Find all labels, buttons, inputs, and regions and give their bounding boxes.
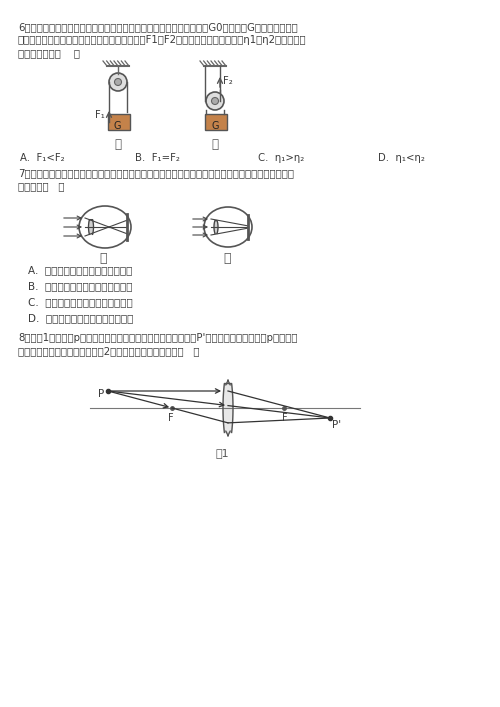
- Text: C.  乙为近视眼，可佩戴凸透镜矫正: C. 乙为近视眼，可佩戴凸透镜矫正: [28, 297, 133, 307]
- Text: A.  甲为近视眼，可佩戴凹透镜矫正: A. 甲为近视眼，可佩戴凹透镜矫正: [28, 265, 132, 275]
- Text: G: G: [211, 121, 218, 131]
- Text: A.  F₁<F₂: A. F₁<F₂: [20, 153, 64, 163]
- Text: G: G: [114, 121, 122, 131]
- Text: 经过凸透镜后的传播路径，在图2的四种表示中，正确的是（   ）: 经过凸透镜后的传播路径，在图2的四种表示中，正确的是（ ）: [18, 346, 200, 356]
- Bar: [205, 114, 227, 130]
- Text: C.  η₁>η₂: C. η₁>η₂: [258, 153, 304, 163]
- Text: 两个物体匀速提升相同的高度，所用拉力分别为F1、F2，它们的机械效率分别为η1、η2，则下列关: 两个物体匀速提升相同的高度，所用拉力分别为F1、F2，它们的机械效率分别为η1、…: [18, 35, 306, 45]
- Circle shape: [212, 98, 218, 105]
- Circle shape: [206, 92, 224, 110]
- Text: 7、人眼的晶状体和角膜的共同作用相当于凸透镜，如图中关于近视眼与远视眼的成因及矫正的说法中: 7、人眼的晶状体和角膜的共同作用相当于凸透镜，如图中关于近视眼与远视眼的成因及矫…: [18, 168, 294, 178]
- Text: F₁: F₁: [95, 110, 105, 120]
- Text: B.  甲为远视眼，可佩戴凸透镜矫正: B. 甲为远视眼，可佩戴凸透镜矫正: [28, 281, 132, 291]
- Text: D.  乙为近视眼，可佩戴凹透镜矫正: D. 乙为近视眼，可佩戴凹透镜矫正: [28, 313, 134, 323]
- Text: 正确的是（   ）: 正确的是（ ）: [18, 181, 64, 191]
- Text: D.  η₁<η₂: D. η₁<η₂: [378, 153, 425, 163]
- Polygon shape: [88, 220, 94, 234]
- Text: P: P: [98, 389, 104, 399]
- Text: 乙: 乙: [211, 138, 218, 151]
- Polygon shape: [223, 383, 233, 433]
- Polygon shape: [214, 221, 218, 233]
- Text: 甲: 甲: [114, 138, 121, 151]
- Text: 甲: 甲: [99, 252, 106, 265]
- Text: F: F: [168, 413, 173, 423]
- Bar: [108, 114, 130, 130]
- Circle shape: [109, 73, 127, 91]
- Text: 8、如图1所示，从p点发出的三条特殊光线经过凸透镜后会聚于P'点，现有一条光线也从p点发出，: 8、如图1所示，从p点发出的三条特殊光线经过凸透镜后会聚于P'点，现有一条光线也…: [18, 333, 297, 343]
- Text: F: F: [282, 413, 288, 423]
- Text: P': P': [332, 420, 341, 430]
- Text: 6、如图所示，分别用定滑轮和动滑轮（不计绳重与摩擦，且动滑轮重G0小于物重G）将重力相同的: 6、如图所示，分别用定滑轮和动滑轮（不计绳重与摩擦，且动滑轮重G0小于物重G）将…: [18, 22, 298, 32]
- Text: B.  F₁=F₂: B. F₁=F₂: [135, 153, 180, 163]
- Text: F₂: F₂: [223, 76, 233, 86]
- Text: 图1: 图1: [216, 448, 230, 458]
- Text: 系式正确的是（    ）: 系式正确的是（ ）: [18, 48, 80, 58]
- Circle shape: [114, 78, 121, 86]
- Text: 乙: 乙: [223, 252, 230, 265]
